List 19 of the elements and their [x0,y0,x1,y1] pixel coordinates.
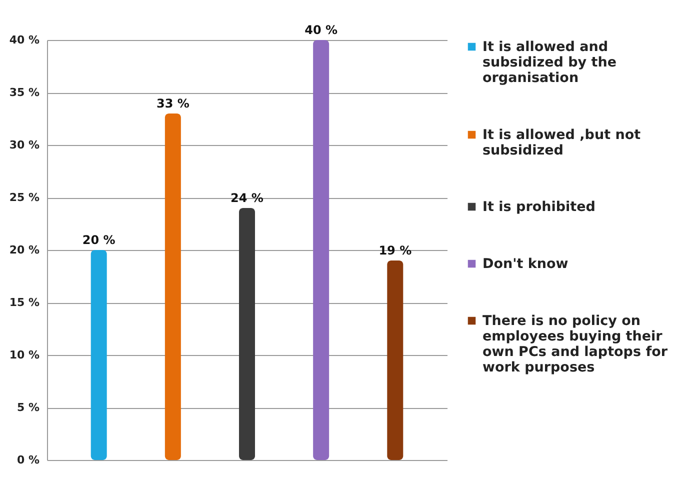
data-label: 19 % [378,244,412,258]
y-tick-label: 5 % [16,401,40,414]
y-tick-label: 40 % [9,34,40,46]
legend-label: It is allowed and subsidized by the organisation [482,38,617,86]
y-tick-label: 35 % [9,86,40,99]
data-label: 33 % [156,96,190,110]
y-tick-label: 10 % [9,348,40,362]
y-tick-label: 0 % [16,454,40,466]
legend-label: It is allowed ,but not subsidized [482,126,642,158]
y-tick-label: 15 % [9,296,40,309]
legend-label: It is prohibited [482,198,596,215]
data-label: 24 % [230,191,264,205]
data-label: 20 % [82,233,116,247]
y-tick-label: 20 % [9,244,40,256]
y-tick-label: 30 % [9,138,40,152]
legend-label: Don't know [482,256,568,272]
legend-label: There is no policy on employees buying their own PCs and laptops for work purposes [482,312,668,376]
data-label: 40 % [304,23,338,37]
y-tick-label: 25 % [9,191,40,204]
